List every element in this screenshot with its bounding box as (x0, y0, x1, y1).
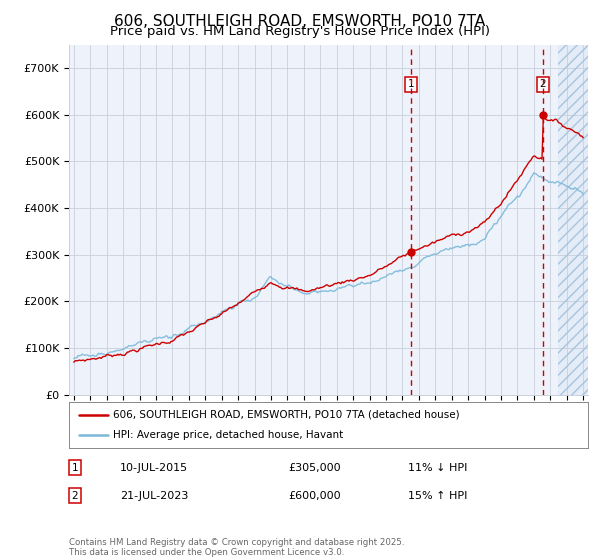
Text: 1: 1 (408, 80, 415, 90)
Bar (559, 45, 591, 395)
Text: £305,000: £305,000 (288, 463, 341, 473)
Text: Contains HM Land Registry data © Crown copyright and database right 2025.
This d: Contains HM Land Registry data © Crown c… (69, 538, 404, 557)
Text: 10-JUL-2015: 10-JUL-2015 (120, 463, 188, 473)
Text: 11% ↓ HPI: 11% ↓ HPI (408, 463, 467, 473)
Text: £600,000: £600,000 (288, 491, 341, 501)
Text: 15% ↑ HPI: 15% ↑ HPI (408, 491, 467, 501)
Text: 2: 2 (539, 80, 546, 90)
Text: 21-JUL-2023: 21-JUL-2023 (120, 491, 188, 501)
Text: 606, SOUTHLEIGH ROAD, EMSWORTH, PO10 7TA: 606, SOUTHLEIGH ROAD, EMSWORTH, PO10 7TA (115, 14, 485, 29)
Text: HPI: Average price, detached house, Havant: HPI: Average price, detached house, Hava… (113, 430, 343, 440)
Text: Price paid vs. HM Land Registry's House Price Index (HPI): Price paid vs. HM Land Registry's House … (110, 25, 490, 38)
Bar (559, 45, 591, 395)
Text: 2: 2 (71, 491, 79, 501)
Text: 1: 1 (71, 463, 79, 473)
Text: 606, SOUTHLEIGH ROAD, EMSWORTH, PO10 7TA (detached house): 606, SOUTHLEIGH ROAD, EMSWORTH, PO10 7TA… (113, 410, 460, 420)
